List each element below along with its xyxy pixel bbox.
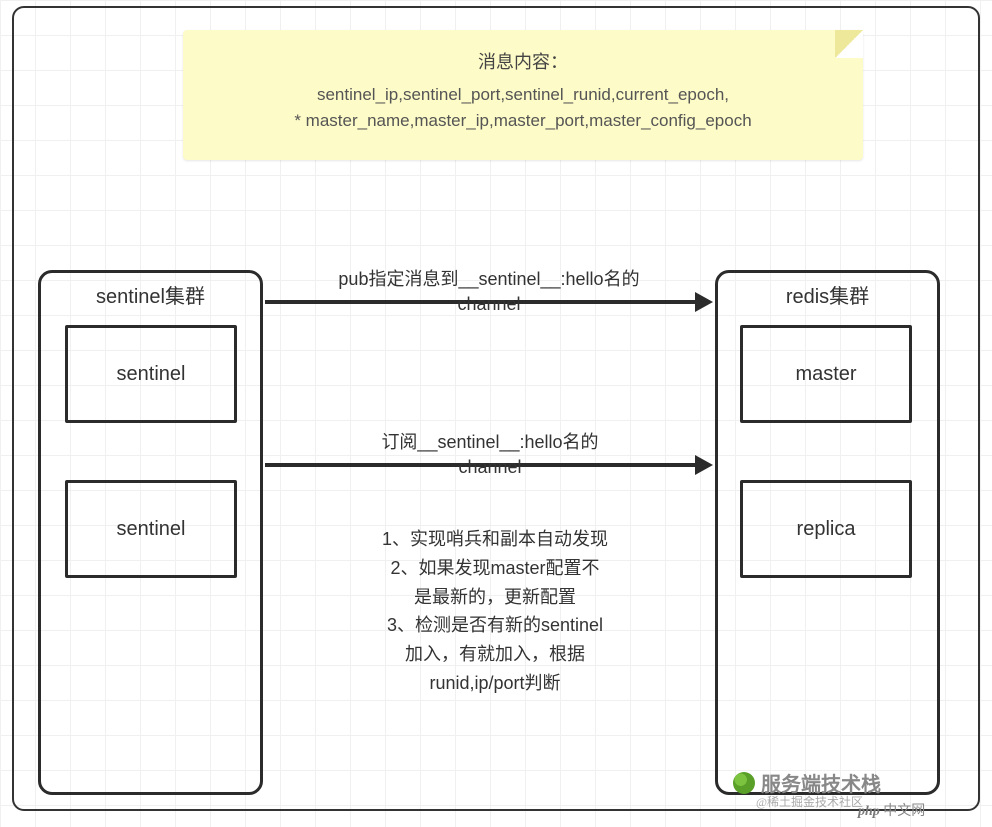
master-node: master bbox=[740, 325, 912, 423]
arrow-pub-label-line1: pub指定消息到__sentinel__:hello名的 bbox=[284, 267, 694, 292]
notes-list: 1、实现哨兵和副本自动发现 2、如果发现master配置不 是最新的，更新配置 … bbox=[350, 525, 640, 698]
arrow-sub-label-line1: 订阅__sentinel__:hello名的 bbox=[350, 430, 630, 455]
sentinel-node-2: sentinel bbox=[65, 480, 237, 578]
replica-node-label: replica bbox=[797, 518, 856, 541]
sentinel-node-2-label: sentinel bbox=[117, 518, 186, 541]
notes-item-2b: 是最新的，更新配置 bbox=[350, 583, 640, 612]
notes-item-3c: runid,ip/port判断 bbox=[350, 669, 640, 698]
master-node-label: master bbox=[795, 363, 856, 386]
notes-item-3a: 3、检测是否有新的sentinel bbox=[350, 611, 640, 640]
sentinel-node-1-label: sentinel bbox=[117, 363, 186, 386]
wechat-icon bbox=[733, 772, 755, 794]
watermark-sub-text: @稀土掘金技术社区 bbox=[756, 795, 863, 809]
arrow-sub-label-line2: channel bbox=[350, 455, 630, 480]
sentinel-node-1: sentinel bbox=[65, 325, 237, 423]
arrow-pub-label-line2: channel bbox=[284, 292, 694, 317]
replica-node: replica bbox=[740, 480, 912, 578]
arrow-pub-label: pub指定消息到__sentinel__:hello名的 channel bbox=[284, 267, 694, 317]
sticky-title: 消息内容： bbox=[203, 48, 843, 74]
notes-item-2a: 2、如果发现master配置不 bbox=[350, 554, 640, 583]
notes-item-1: 1、实现哨兵和副本自动发现 bbox=[350, 525, 640, 554]
sticky-line-1: sentinel_ip,sentinel_port,sentinel_runid… bbox=[203, 82, 843, 108]
watermark-sub: @稀土掘金技术社区 bbox=[756, 793, 863, 810]
arrow-pub-head bbox=[695, 292, 713, 312]
sticky-fold bbox=[835, 30, 863, 58]
watermark-php: php 中文网 bbox=[858, 800, 925, 820]
watermark-php-rest: 中文网 bbox=[880, 804, 926, 819]
notes-item-3b: 加入，有就加入，根据 bbox=[350, 640, 640, 669]
sentinel-cluster-title: sentinel集群 bbox=[41, 270, 260, 309]
sticky-line-2: * master_name,master_ip,master_port,mast… bbox=[203, 108, 843, 134]
sticky-note: 消息内容： sentinel_ip,sentinel_port,sentinel… bbox=[183, 30, 863, 160]
arrow-sub-label: 订阅__sentinel__:hello名的 channel bbox=[350, 430, 630, 480]
arrow-sub-head bbox=[695, 455, 713, 475]
watermark-php-logo: php bbox=[858, 804, 880, 819]
redis-cluster-title: redis集群 bbox=[718, 270, 937, 309]
